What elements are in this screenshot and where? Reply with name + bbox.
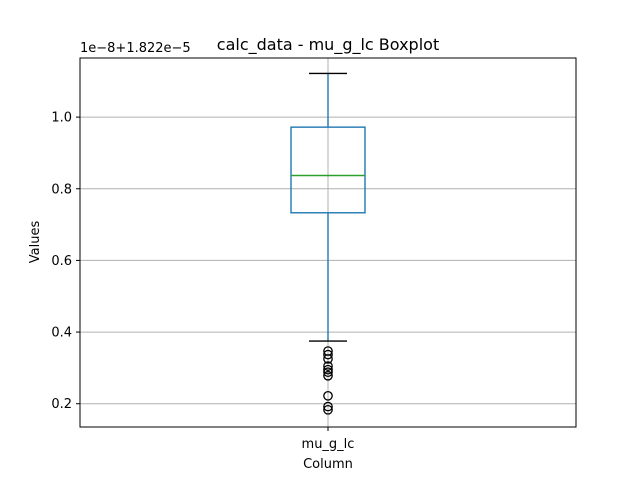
outlier-point <box>323 361 333 371</box>
x-axis-ticks: mu_g_lc <box>302 427 355 452</box>
y-tick-label: 0.2 <box>51 397 72 412</box>
y-tick-label: 0.4 <box>51 326 72 341</box>
outlier-point <box>323 354 333 364</box>
y-offset-label: 1e−8+1.822e−5 <box>80 41 191 56</box>
box-series <box>290 72 366 415</box>
y-tick-label: 1.0 <box>51 111 72 126</box>
outlier-point <box>323 367 333 378</box>
outlier-point <box>323 401 333 412</box>
outlier-point <box>323 349 333 360</box>
y-tick-label: 0.6 <box>51 254 72 269</box>
outlier-point <box>323 390 333 401</box>
interquartile-box <box>290 126 366 214</box>
outlier-point <box>323 364 333 375</box>
outlier-point <box>323 404 333 415</box>
y-axis-label: Values <box>28 221 43 264</box>
y-tick-label: 0.8 <box>51 182 72 197</box>
x-tick-label: mu_g_lc <box>302 437 355 452</box>
chart-title: calc_data - mu_g_lc Boxplot <box>217 35 439 55</box>
y-axis-ticks: 0.2 0.4 0.6 0.8 1.0 <box>51 111 80 412</box>
x-axis-label: Column <box>303 457 353 472</box>
outlier-point <box>323 370 333 381</box>
